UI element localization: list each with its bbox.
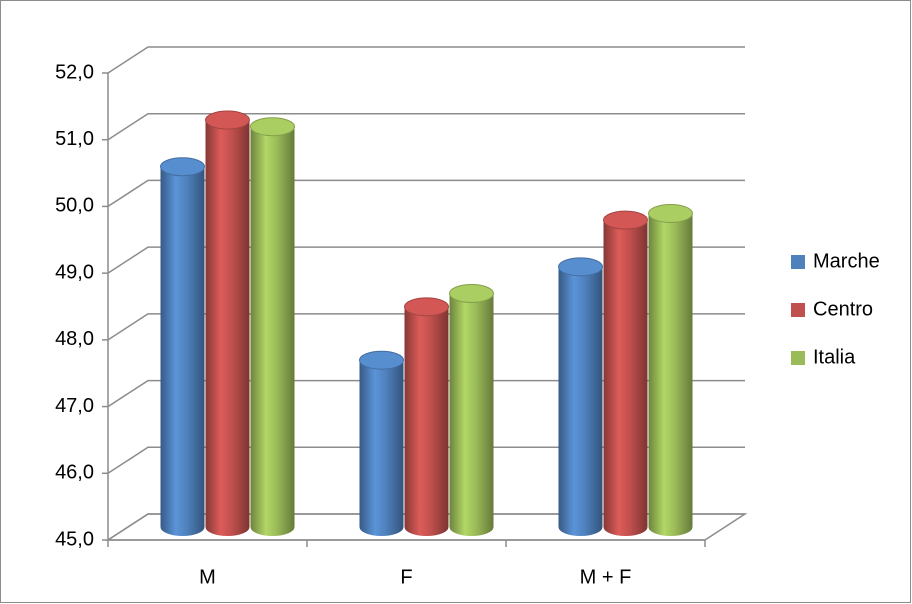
bar-top <box>160 157 205 177</box>
legend-label: Marche <box>813 250 880 272</box>
y-tick-label: 49,0 <box>55 261 94 283</box>
grid-line <box>107 179 745 208</box>
bar-top <box>250 117 295 137</box>
bar-top <box>603 210 648 230</box>
legend-swatch <box>791 303 805 317</box>
bar-top <box>449 284 494 303</box>
bar <box>449 293 494 536</box>
bar-top <box>205 110 250 130</box>
bar <box>648 213 693 536</box>
bar <box>359 360 404 536</box>
bar-top <box>404 297 449 317</box>
x-tick-label: M <box>199 566 216 588</box>
grid-line <box>107 513 745 541</box>
bar <box>558 266 603 536</box>
bar-top <box>558 257 603 277</box>
bar <box>160 166 205 536</box>
y-tick-label: 50,0 <box>55 195 94 217</box>
grid-line <box>107 112 745 141</box>
y-tick-label: 52,0 <box>55 61 94 83</box>
bar-top <box>359 350 404 370</box>
legend-swatch <box>791 351 805 365</box>
legend-swatch <box>791 255 805 269</box>
bar-top <box>648 203 693 223</box>
grid-line <box>107 246 745 274</box>
legend-label: Italia <box>813 346 856 368</box>
grid-line <box>107 313 745 341</box>
bar <box>603 220 648 536</box>
y-tick-label: 46,0 <box>55 462 94 484</box>
y-tick-label: 47,0 <box>55 395 94 417</box>
bar <box>205 120 250 537</box>
grid-line <box>107 446 745 474</box>
grid-line <box>107 379 745 408</box>
y-tick-label: 48,0 <box>55 328 94 350</box>
y-tick-label: 45,0 <box>55 528 94 550</box>
legend-label: Centro <box>813 298 873 320</box>
bar <box>404 306 449 536</box>
x-tick-label: M + F <box>580 566 632 588</box>
bar <box>250 126 295 536</box>
y-tick-label: 51,0 <box>55 128 94 150</box>
x-tick-label: F <box>400 566 412 588</box>
grid-line <box>107 46 745 74</box>
